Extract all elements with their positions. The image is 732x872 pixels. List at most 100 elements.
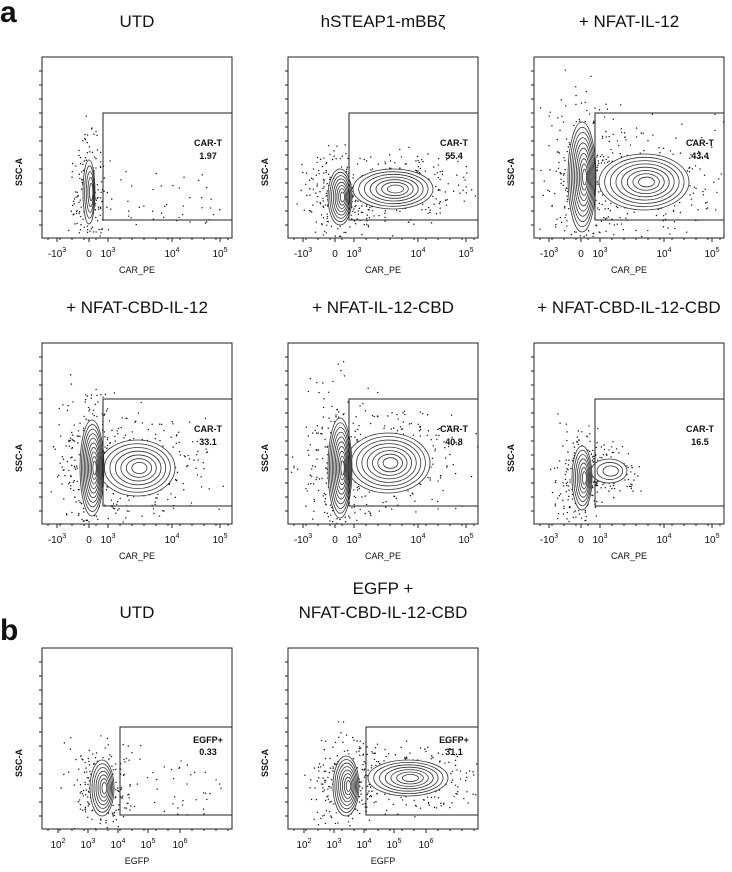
event-dot xyxy=(417,159,419,162)
event-dot xyxy=(562,482,564,484)
event-dot xyxy=(76,480,78,483)
event-dot xyxy=(596,169,598,172)
event-dot xyxy=(353,739,355,741)
tick-exp: 5 xyxy=(152,838,156,845)
contour xyxy=(580,163,589,191)
contour xyxy=(577,153,591,201)
event-dot xyxy=(560,178,562,180)
event-dot xyxy=(632,490,634,492)
event-dot xyxy=(328,785,330,788)
event-dot xyxy=(86,142,88,144)
event-dot xyxy=(391,235,394,237)
event-dot xyxy=(333,529,334,530)
event-dot xyxy=(117,509,119,511)
event-dot xyxy=(322,200,325,202)
event-dot xyxy=(415,511,417,513)
event-dot xyxy=(88,528,89,529)
event-dot xyxy=(362,753,365,756)
event-dot xyxy=(81,518,83,521)
event-dot xyxy=(373,801,375,804)
event-dot xyxy=(98,526,99,527)
event-dot xyxy=(95,199,98,201)
event-dot xyxy=(408,423,411,425)
event-dot xyxy=(342,413,344,416)
event-dot xyxy=(87,777,90,779)
event-dot xyxy=(80,249,81,250)
event-dot xyxy=(103,431,106,433)
event-dot xyxy=(324,503,327,505)
event-dot xyxy=(445,204,448,206)
event-dot xyxy=(403,410,406,413)
event-dot xyxy=(675,137,677,139)
event-dot xyxy=(100,818,102,820)
event-dot xyxy=(444,762,446,764)
event-dot xyxy=(84,401,86,403)
event-dot xyxy=(356,218,358,220)
event-dot xyxy=(575,120,577,123)
event-dot xyxy=(106,408,109,410)
event-dot xyxy=(494,756,495,757)
event-dot xyxy=(347,157,349,160)
event-dot xyxy=(127,200,129,203)
event-dot xyxy=(356,486,358,489)
event-dot xyxy=(689,157,691,159)
event-dot xyxy=(311,465,314,467)
tick-exp: 3 xyxy=(308,533,312,540)
event-dot xyxy=(619,104,622,106)
event-dot xyxy=(689,194,691,196)
event-dot xyxy=(575,516,577,518)
contour xyxy=(604,156,685,208)
contour xyxy=(382,457,399,469)
event-dot xyxy=(358,425,360,427)
event-dot xyxy=(434,173,436,176)
event-dot xyxy=(88,780,91,782)
event-dot xyxy=(351,507,353,509)
event-dot xyxy=(430,758,432,760)
event-dot xyxy=(322,764,324,766)
event-dot xyxy=(588,246,589,247)
event-dot xyxy=(626,485,628,488)
event-dot xyxy=(326,215,329,218)
event-dot xyxy=(347,531,348,532)
tick-base: 10 xyxy=(140,840,152,851)
event-dot xyxy=(383,760,385,762)
event-dot xyxy=(97,189,99,191)
event-dot xyxy=(465,186,467,188)
event-dot xyxy=(313,767,316,769)
event-dot xyxy=(313,818,315,821)
event-dot xyxy=(95,158,97,160)
event-dot xyxy=(71,170,74,173)
event-dot xyxy=(413,223,415,225)
event-dot xyxy=(565,462,567,465)
event-dot xyxy=(419,747,422,749)
event-dot xyxy=(106,737,109,740)
event-dot xyxy=(592,242,593,243)
y-axis-label: SSC-A xyxy=(260,444,270,473)
event-dot xyxy=(362,743,365,745)
event-dot xyxy=(95,216,97,219)
event-dot xyxy=(74,252,75,253)
event-dot xyxy=(71,456,73,458)
event-dot xyxy=(162,445,164,447)
event-dot xyxy=(399,167,401,169)
contour xyxy=(120,454,157,482)
event-dot xyxy=(359,785,361,788)
event-dot xyxy=(78,201,80,204)
event-dot xyxy=(84,783,86,786)
y-axis-label: SSC-A xyxy=(260,158,270,187)
event-dot xyxy=(63,498,65,500)
event-dot xyxy=(418,430,421,432)
event-dot xyxy=(358,485,360,488)
event-dot xyxy=(322,495,324,497)
event-dot xyxy=(679,211,682,214)
event-dot xyxy=(202,808,205,810)
event-dot xyxy=(70,457,72,459)
event-dot xyxy=(367,387,369,390)
event-dot xyxy=(106,436,109,439)
event-dot xyxy=(627,453,630,455)
event-dot xyxy=(331,158,334,161)
event-dot xyxy=(324,781,326,784)
event-dot xyxy=(352,736,354,739)
x-tick-label: 0 xyxy=(86,535,92,546)
